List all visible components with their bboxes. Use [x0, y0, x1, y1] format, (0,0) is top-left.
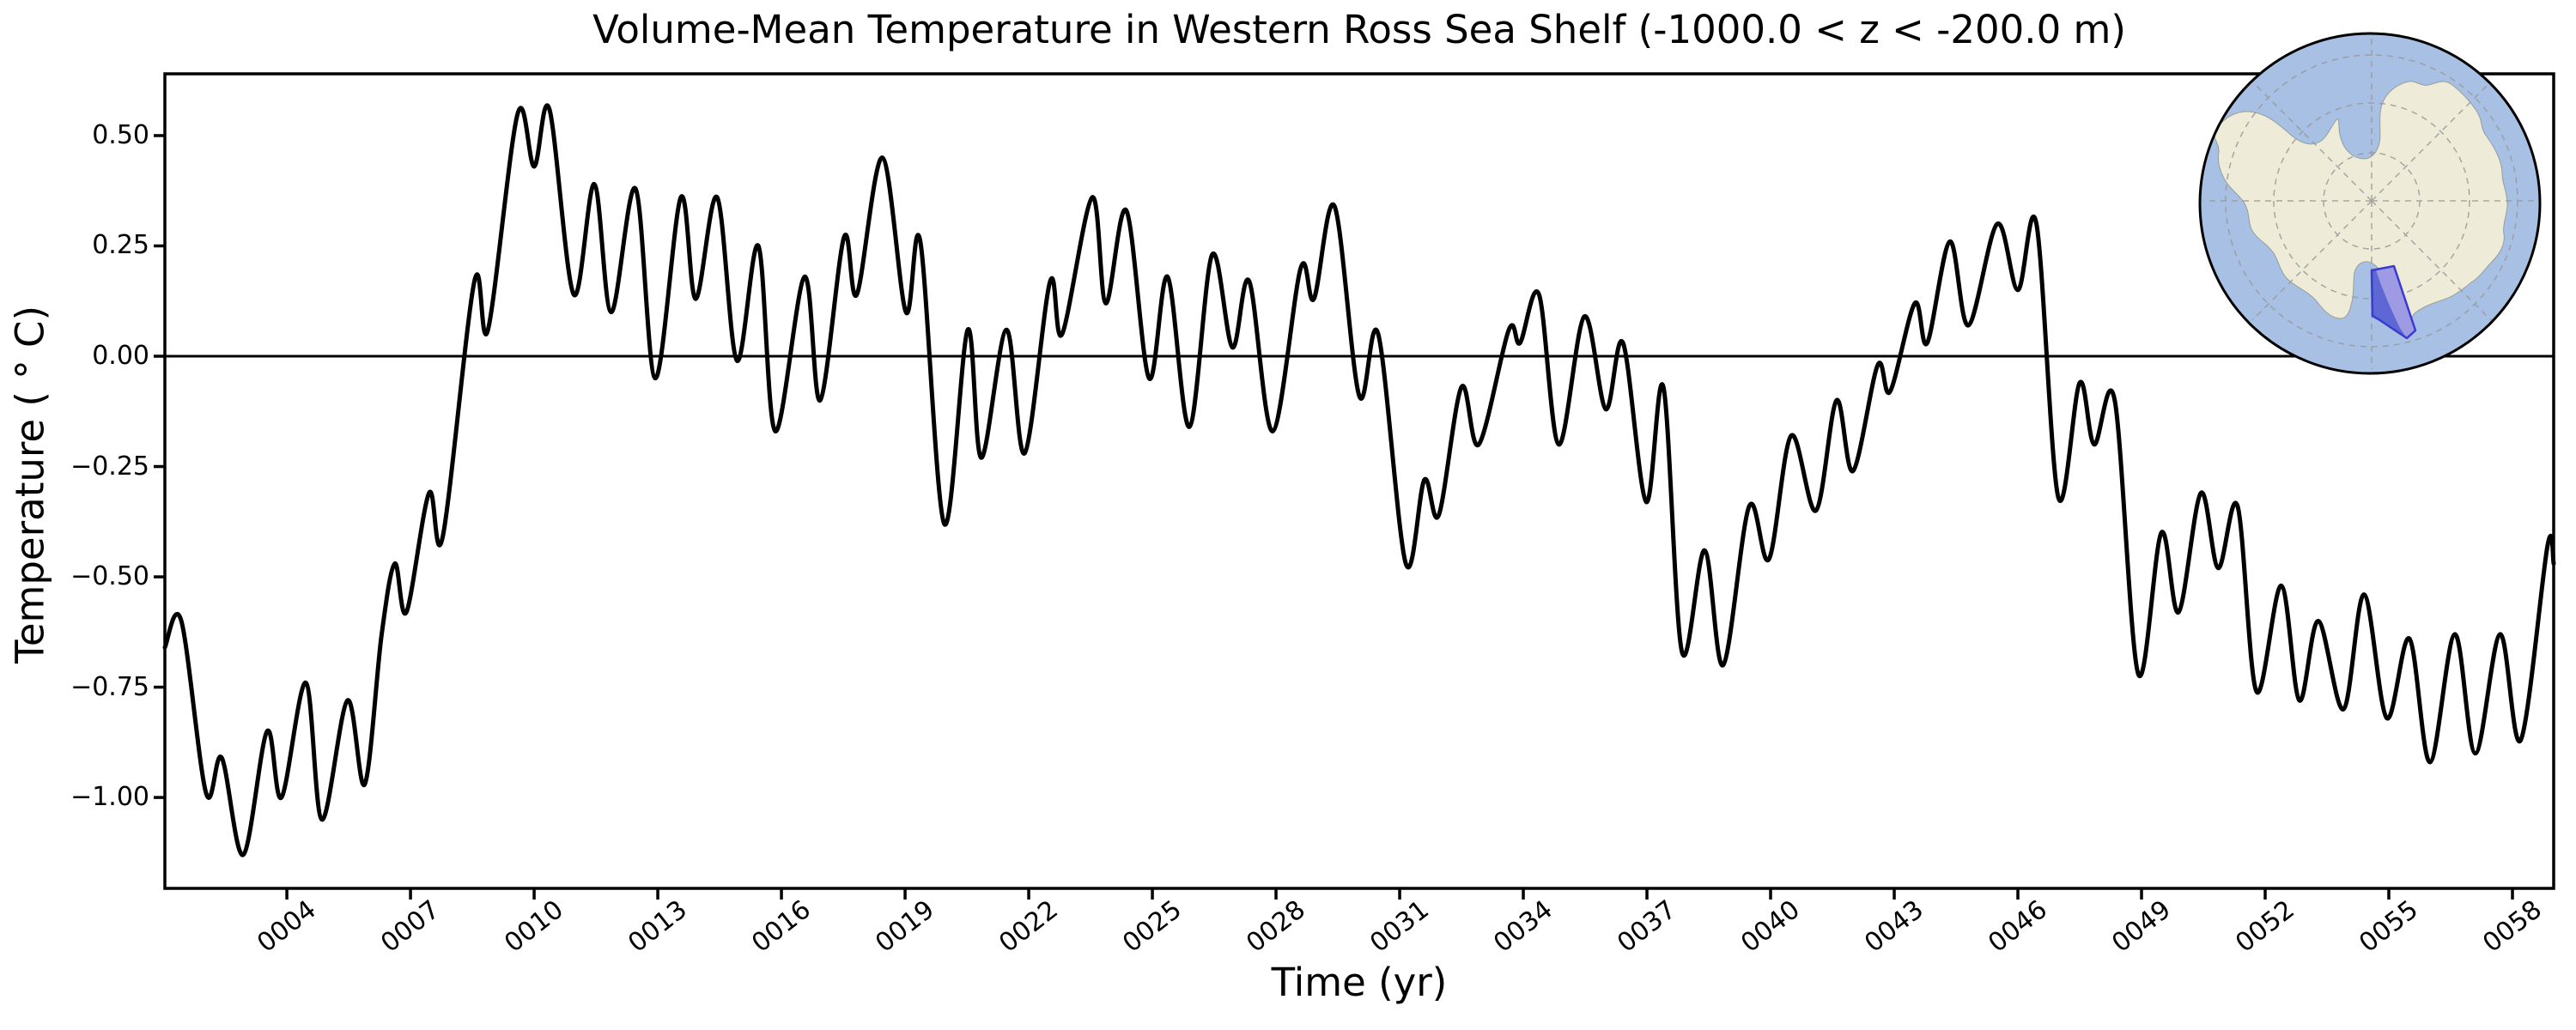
x-axis-label: Time (yr) — [1271, 960, 1448, 1005]
y-tick-label: 0.25 — [92, 230, 149, 261]
y-tick-label: −0.50 — [70, 561, 149, 592]
antarctica-landmass — [2214, 81, 2508, 334]
antarctica-inset-map — [2198, 32, 2542, 375]
chart-title: Volume-Mean Temperature in Western Ross … — [592, 7, 2126, 52]
graticule — [2203, 33, 2540, 369]
y-tick-label: −0.25 — [70, 451, 149, 482]
tick-marks — [154, 134, 2514, 900]
y-tick-label: −0.75 — [70, 671, 149, 702]
ross-sea-region-highlight — [2370, 264, 2417, 340]
axes-frame — [163, 72, 2555, 890]
island — [2330, 279, 2338, 289]
island — [2315, 243, 2322, 250]
y-tick-label: 0.00 — [92, 341, 149, 371]
y-tick-label: 0.50 — [92, 119, 149, 150]
temperature-curve — [162, 103, 2556, 857]
island — [2319, 254, 2331, 270]
inset-border — [2198, 32, 2542, 375]
y-tick-label: −1.00 — [70, 782, 149, 813]
